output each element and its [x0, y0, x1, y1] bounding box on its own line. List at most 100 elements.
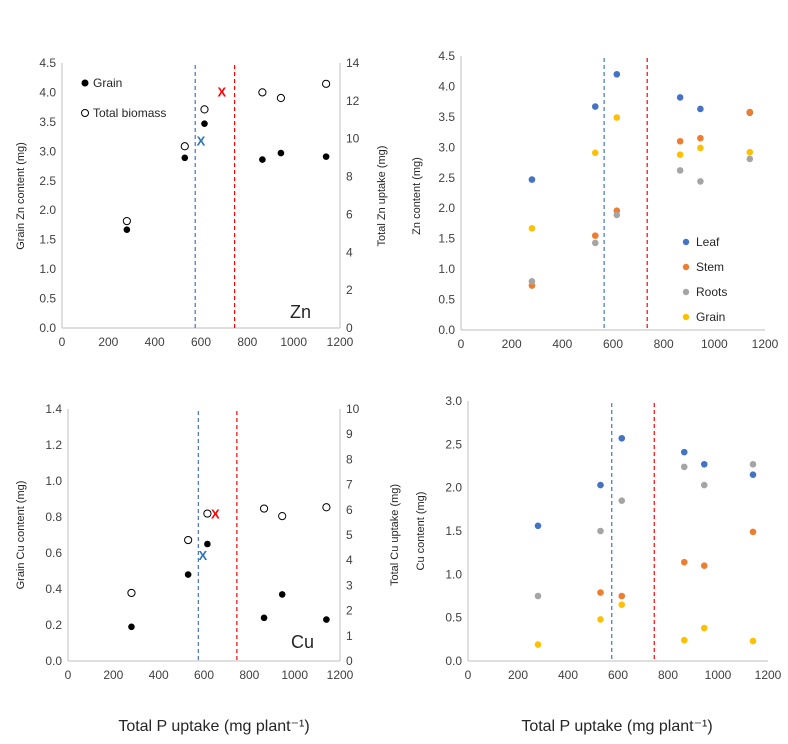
data-point-stem — [680, 558, 688, 566]
legend-marker-total-biomass — [81, 109, 89, 117]
legend-label-total-biomass: Total biomass — [93, 106, 166, 120]
y2-tick-label: 14 — [346, 56, 360, 70]
data-point-stem — [676, 137, 684, 145]
y-tick-label: 0.6 — [45, 546, 62, 560]
data-point-roots — [680, 463, 688, 471]
y2-tick-label: 5 — [346, 528, 353, 542]
data-point-grain — [181, 154, 189, 162]
data-point-grain — [323, 616, 330, 623]
legend-label-roots: Roots — [696, 285, 727, 299]
y-tick-label: 0.5 — [438, 293, 455, 307]
data-point-grain — [613, 114, 621, 121]
y-tick-label: 1.0 — [45, 474, 62, 488]
x-tick-label: 1200 — [755, 668, 782, 682]
data-point-total-biomass — [276, 93, 286, 103]
x-tick-label: 200 — [502, 337, 522, 351]
y-tick-label: 0.2 — [45, 618, 62, 632]
y2-tick-label: 10 — [346, 132, 360, 146]
y2-tick-label: 4 — [346, 245, 353, 259]
y-tick-label: 4.5 — [39, 56, 56, 70]
x-tick-label: 400 — [552, 337, 572, 351]
legend-marker-grain — [81, 79, 89, 87]
x-marker-red: X — [218, 84, 227, 99]
data-point-total-biomass — [184, 535, 193, 545]
data-point-leaf — [700, 460, 708, 468]
x-tick-label: 0 — [59, 335, 66, 349]
y2-axis-label: Total Zn uptake (mg) — [376, 146, 388, 247]
data-point-grain — [676, 151, 684, 158]
y2-tick-label: 8 — [346, 170, 353, 184]
x-tick-label: 200 — [508, 668, 528, 682]
data-point-grain — [184, 571, 192, 578]
x-tick-label: 1200 — [327, 335, 354, 349]
x-tick-label: 1200 — [327, 668, 354, 682]
data-point-total-biomass — [127, 588, 136, 598]
data-point-grain — [534, 641, 542, 648]
x-tick-label: 600 — [191, 335, 211, 349]
x-marker-blue: X — [199, 548, 208, 563]
x-tick-label: 1000 — [705, 668, 732, 682]
legend-marker-leaf — [682, 238, 690, 246]
data-point-grain — [749, 637, 757, 645]
y2-tick-label: 0 — [346, 654, 353, 668]
y-tick-label: 4.5 — [438, 49, 455, 63]
data-point-stem — [591, 232, 599, 239]
y2-axis-label: Total Cu uptake (mg) — [389, 484, 401, 586]
data-point-stem — [749, 528, 757, 536]
data-point-total-biomass — [278, 512, 287, 521]
y2-tick-label: 3 — [346, 578, 353, 592]
x-tick-label: 1000 — [281, 668, 308, 682]
x-tick-label: 1000 — [701, 337, 728, 351]
data-point-grain — [259, 156, 266, 163]
element-label: Zn — [290, 302, 311, 322]
legend: Leaf Stem Roots Grain — [682, 235, 727, 324]
x-tick-label: 200 — [103, 668, 123, 682]
y2-tick-label: 2 — [346, 283, 353, 297]
y2-tick-label: 7 — [346, 478, 353, 492]
data-point-total-biomass — [258, 88, 267, 97]
y2-tick-label: 8 — [346, 452, 353, 466]
data-point-roots — [597, 527, 604, 535]
legend-marker-roots — [682, 288, 690, 296]
y-tick-label: 2.5 — [445, 437, 462, 451]
y-tick-label: 4.0 — [438, 79, 455, 93]
y-tick-label: 0.0 — [39, 321, 56, 335]
data-point-roots — [618, 497, 626, 504]
y-tick-label: 1.2 — [45, 438, 62, 452]
data-point-grain — [697, 144, 704, 152]
data-point-stem — [700, 562, 708, 569]
y2-tick-label: 6 — [346, 503, 353, 517]
x-tick-label: 800 — [239, 668, 259, 682]
y2-tick-label: 4 — [346, 553, 353, 567]
data-point-roots — [676, 167, 684, 174]
y-tick-label: 1.0 — [445, 567, 462, 581]
panel-zn-grain-total: 0 200 400 600 800 1000 1200 0.0 0.5 1.0 1.5 2.0 2.5 3… — [15, 56, 388, 349]
y-tick-label: 1.4 — [45, 402, 62, 416]
y-tick-label: 4.0 — [39, 85, 56, 99]
panel-cu-grain-total: 0 200 400 600 800 1000 1200 0.0 0.2 0.4 0.6 0.8 1.0 1… — [15, 402, 401, 682]
x-tick-label: 600 — [194, 668, 214, 682]
data-point-roots — [591, 239, 599, 247]
y2-tick-label: 0 — [346, 321, 353, 335]
panel-cu-organs: 0 200 400 600 800 1000 1200 0.0 0.5 1.0 1.5 2.0 2.5 3… — [415, 394, 782, 682]
y-tick-label: 3.0 — [438, 140, 455, 154]
data-point-leaf — [618, 434, 626, 442]
data-point-roots — [746, 155, 754, 163]
data-point-grain — [128, 623, 135, 631]
y-tick-label: 3.0 — [39, 144, 56, 158]
x-marker-blue: X — [197, 134, 206, 149]
data-point-leaf — [680, 448, 688, 456]
data-point-total-biomass — [180, 142, 189, 151]
legend-label-leaf: Leaf — [696, 235, 720, 249]
y-tick-label: 0.0 — [438, 323, 455, 337]
x-tick-label: 200 — [98, 335, 118, 349]
x-tick-label: 1000 — [280, 335, 307, 349]
data-point-stem — [597, 589, 604, 596]
y-tick-label: 3.0 — [445, 394, 462, 408]
element-label: Cu — [291, 632, 314, 652]
x-axis-title-right: Total P uptake (mg plant⁻¹) — [521, 718, 712, 735]
data-point-grain — [277, 149, 285, 157]
y-tick-label: 0.5 — [445, 611, 462, 625]
x-tick-label: 800 — [237, 335, 257, 349]
